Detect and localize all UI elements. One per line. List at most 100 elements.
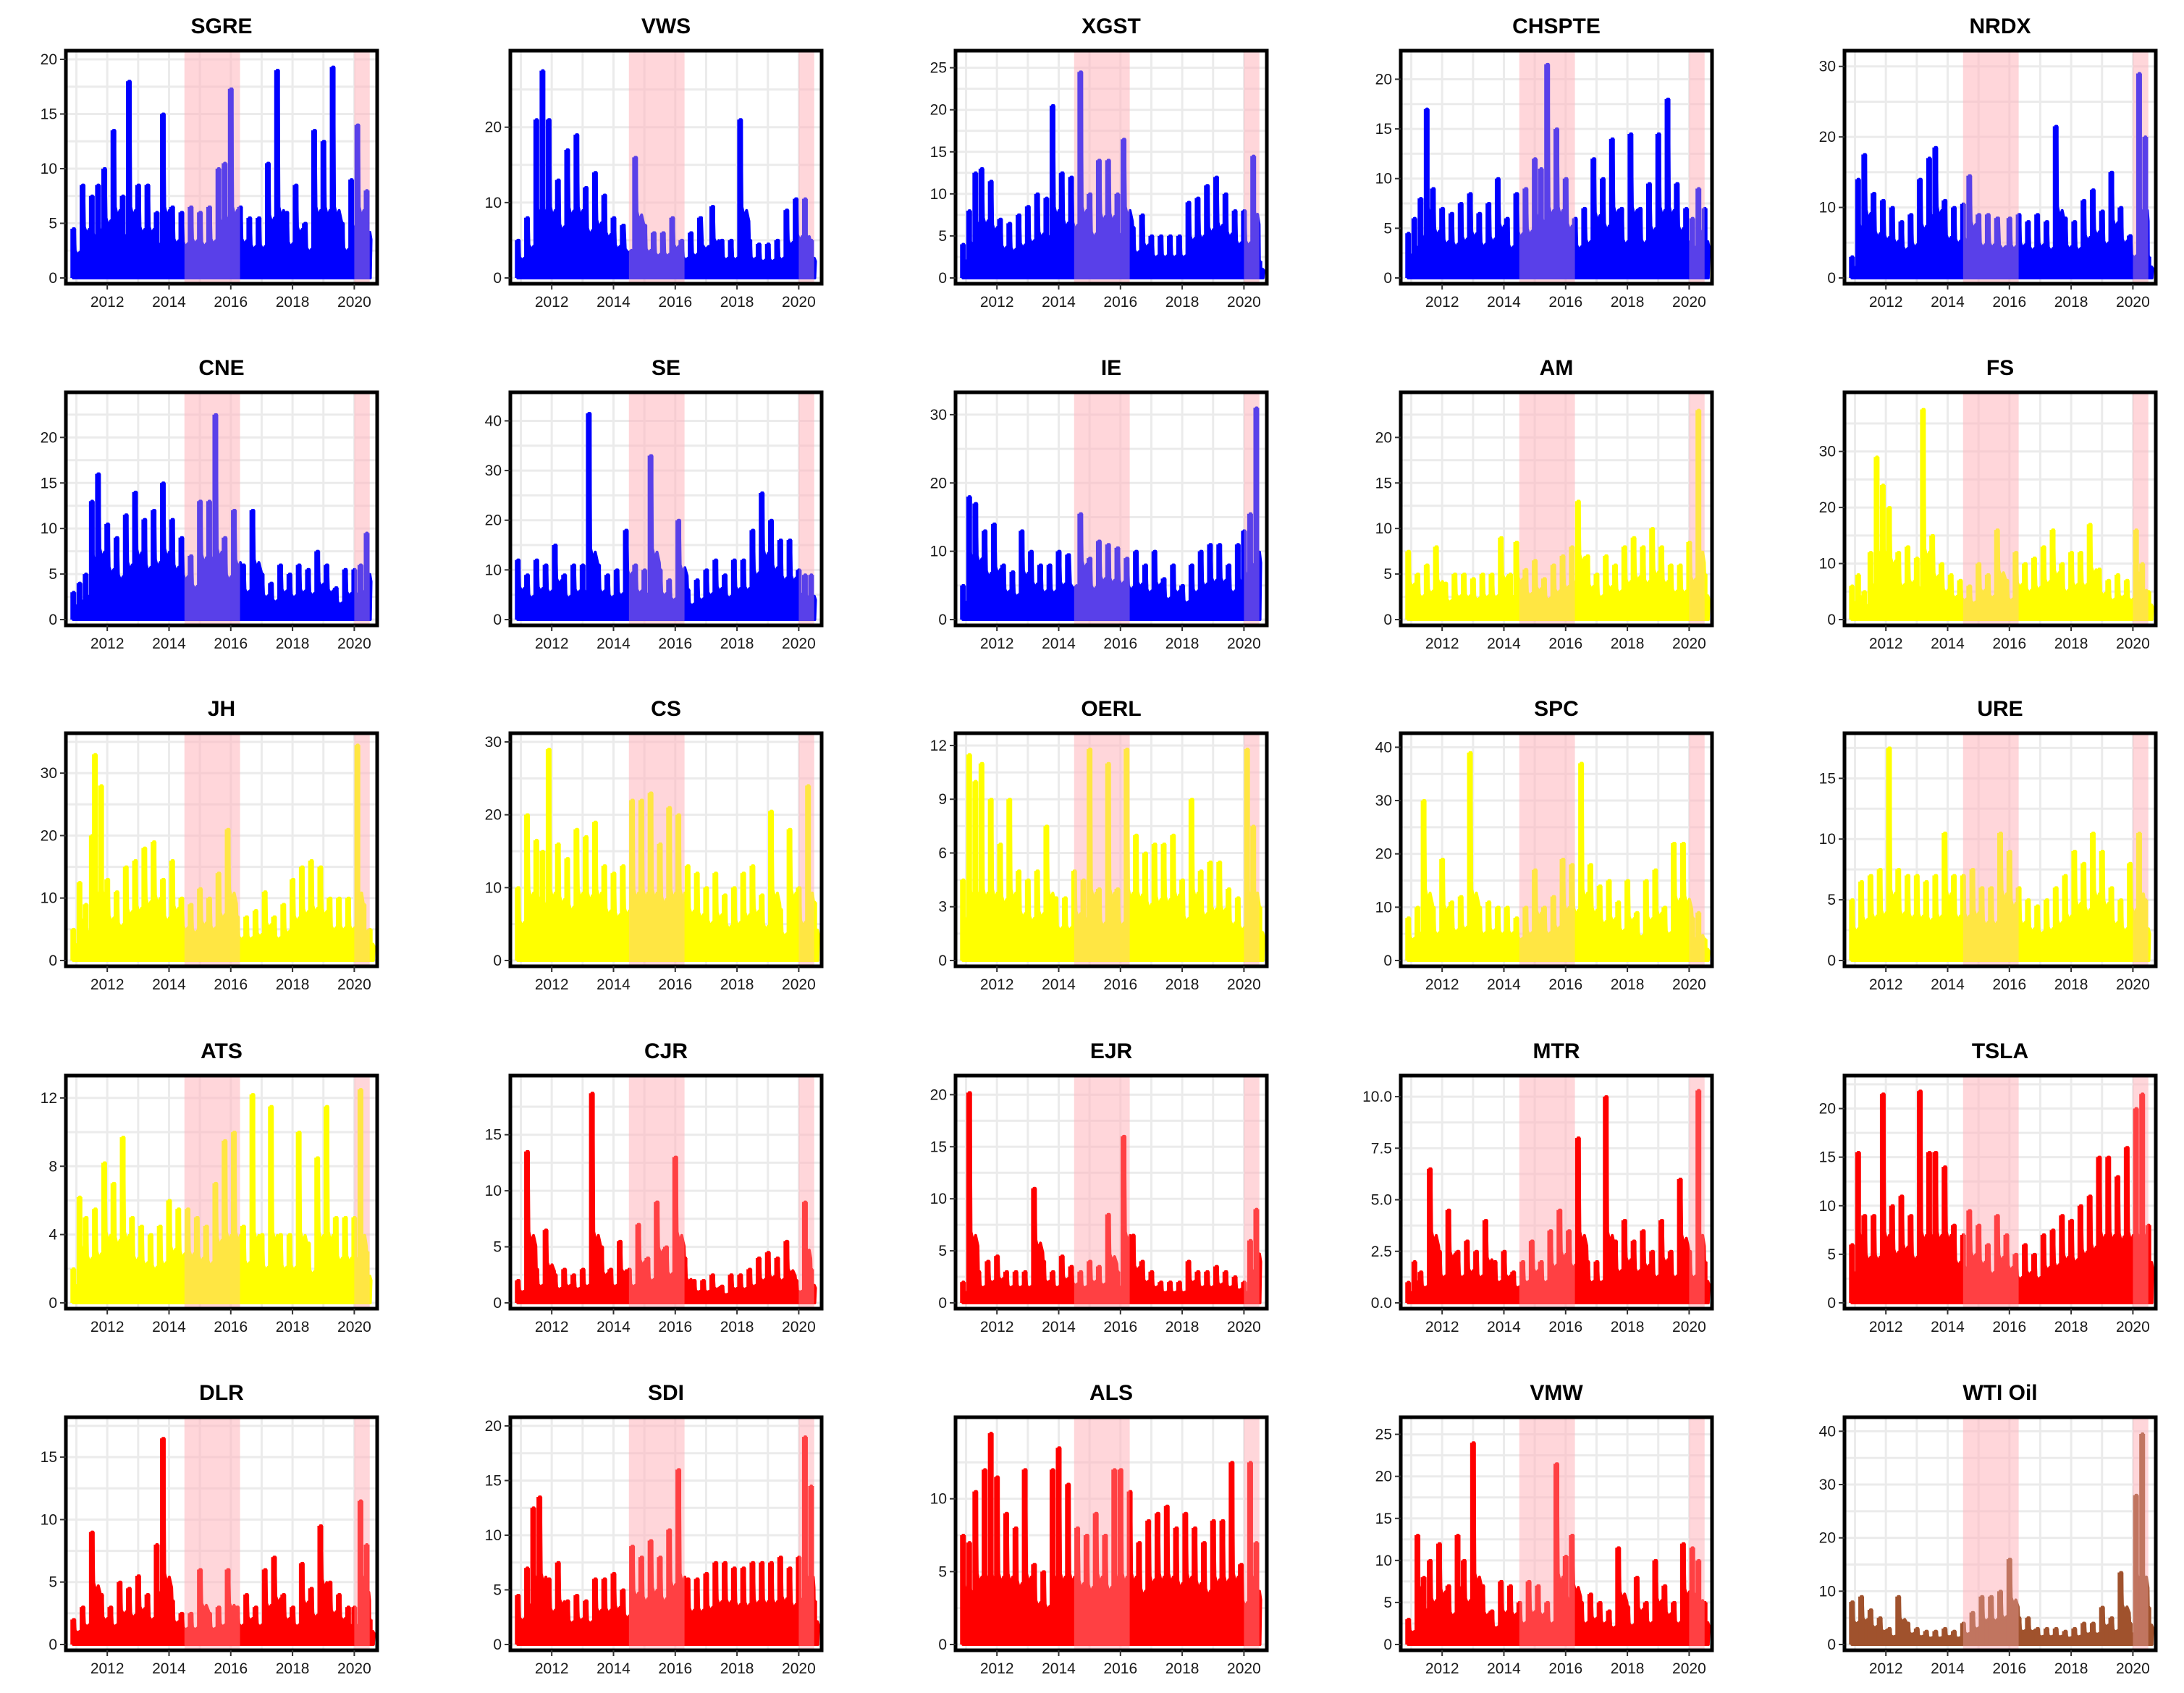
y-tick-label: 20: [41, 827, 57, 844]
x-tick-label: 2012: [1425, 976, 1459, 993]
x-tick-label: 2016: [214, 294, 248, 311]
y-tick-label: 9: [938, 791, 947, 808]
y-tick-label: 8: [49, 1158, 57, 1175]
x-tick-label: 2012: [1425, 294, 1459, 311]
y-tick-label: 20: [485, 1418, 502, 1435]
y-tick-label: 10: [930, 1491, 947, 1508]
panel-sdi: 0 5 10 15 20 2012 2014 2016 2018 2020 SDI: [485, 1381, 824, 1677]
shaded-overlay: [354, 52, 370, 282]
panel-sgre: 0 5 10 15 20 2012 2014 2016 2018 2020 SGRE: [41, 14, 379, 311]
y-tick-label: 20: [1819, 129, 1836, 145]
y-tick-label: 10: [485, 562, 502, 578]
shaded-overlay: [1962, 1077, 2019, 1307]
shaded-overlay: [1519, 52, 1575, 282]
y-tick-label: 5: [938, 228, 947, 245]
plot-frame: [953, 731, 1269, 968]
x-tick-label: 2012: [90, 1660, 125, 1677]
plot-frame: [64, 1415, 379, 1652]
panel-vws: 0 10 20 2012 2014 2016 2018 2020 VWS: [485, 14, 824, 311]
y-tick-label: 0: [493, 1295, 502, 1312]
shaded-overlay: [1689, 394, 1705, 624]
x-tick-label: 2018: [1611, 294, 1645, 311]
y-tick-label: 5: [1383, 566, 1392, 583]
x-tick-label: 2014: [1931, 294, 1965, 311]
y-tick-label: 5: [49, 216, 57, 232]
y-tick-label: 20: [41, 51, 57, 68]
y-tick-label: 0: [938, 612, 947, 628]
shaded-overlay: [1074, 394, 1130, 624]
series-oerl: [960, 747, 1265, 962]
series-cne: [70, 413, 373, 621]
x-tick-label: 2018: [1611, 976, 1645, 993]
y-tick-label: 20: [1819, 1101, 1836, 1118]
plot-frame: [64, 390, 379, 628]
panel-title: CNE: [198, 356, 244, 380]
x-tick-label: 2014: [152, 636, 186, 652]
shaded-overlay: [1244, 394, 1260, 624]
y-tick-label: 0: [938, 1637, 947, 1653]
y-tick-label: 10: [1375, 899, 1392, 916]
x-tick-label: 2016: [658, 1660, 692, 1677]
shaded-overlay: [184, 1419, 240, 1649]
y-tick-label: 10: [1819, 200, 1836, 216]
x-tick-label: 2016: [1103, 1319, 1137, 1335]
x-tick-label: 2012: [535, 1660, 569, 1677]
x-tick-label: 2012: [980, 294, 1014, 311]
shaded-overlay: [628, 1419, 685, 1649]
series-mtr: [1405, 1089, 1711, 1304]
panel-nrdx: 0 10 20 30 2012 2014 2016 2018 2020 NRDX: [1819, 14, 2158, 311]
shaded-period: [1074, 1077, 1130, 1307]
x-tick-label: 2020: [1672, 1319, 1706, 1335]
panel-title: DLR: [199, 1381, 244, 1405]
panel-title: TSLA: [1972, 1039, 2028, 1063]
x-tick-label: 2016: [1992, 976, 2026, 993]
y-tick-label: 0: [1827, 953, 1836, 969]
plot-frame: [953, 1073, 1269, 1311]
x-tick-label: 2016: [1548, 636, 1582, 652]
y-tick-label: 5: [493, 1239, 502, 1256]
y-tick-label: 0: [49, 612, 57, 628]
y-tick-label: 0: [493, 612, 502, 628]
x-tick-label: 2012: [1869, 636, 1903, 652]
panel-title: FS: [1986, 356, 2014, 380]
x-tick-label: 2014: [1042, 294, 1076, 311]
series-ure: [1849, 746, 2151, 962]
panel-title: MTR: [1533, 1039, 1580, 1063]
shaded-overlay: [1074, 1419, 1130, 1649]
shaded-overlay: [2133, 1419, 2149, 1649]
panel-mtr: 0.0 2.5 5.0 7.5 10.0 2012 2014 2016 2018 2020 MTR: [1362, 1039, 1714, 1335]
x-tick-label: 2018: [276, 1660, 310, 1677]
x-tick-label: 2020: [1227, 636, 1261, 652]
x-tick-label: 2018: [720, 636, 754, 652]
series-ie: [960, 406, 1262, 621]
y-tick-label: 25: [1375, 1427, 1392, 1443]
plot-frame: [1842, 1073, 2158, 1311]
y-tick-label: 0: [1827, 270, 1836, 287]
x-tick-label: 2016: [214, 1319, 248, 1335]
x-tick-label: 2014: [596, 294, 631, 311]
plot-frame: [508, 48, 824, 286]
y-tick-label: 20: [485, 119, 502, 136]
x-tick-label: 2012: [535, 1319, 569, 1335]
x-tick-label: 2016: [214, 976, 248, 993]
plot-frame: [508, 1415, 824, 1652]
shaded-overlay: [2133, 735, 2149, 965]
series-am: [1405, 408, 1711, 621]
y-tick-label: 20: [485, 807, 502, 824]
series-cjr: [515, 1092, 817, 1304]
shaded-overlay: [1244, 52, 1260, 282]
panel-title: CS: [651, 697, 681, 721]
y-tick-label: 15: [485, 1473, 502, 1490]
x-tick-label: 2016: [658, 636, 692, 652]
y-tick-label: 30: [1375, 793, 1392, 809]
plot-frame: [508, 1073, 824, 1311]
x-tick-label: 2014: [152, 976, 186, 993]
y-tick-label: 40: [485, 413, 502, 429]
y-tick-label: 0: [493, 270, 502, 287]
gridlines: [1844, 51, 2156, 284]
y-tick-label: 0: [1827, 612, 1836, 628]
y-tick-label: 40: [1819, 1423, 1836, 1440]
x-tick-label: 2014: [1931, 636, 1965, 652]
x-tick-label: 2020: [782, 1319, 816, 1335]
y-tick-label: 20: [41, 429, 57, 446]
